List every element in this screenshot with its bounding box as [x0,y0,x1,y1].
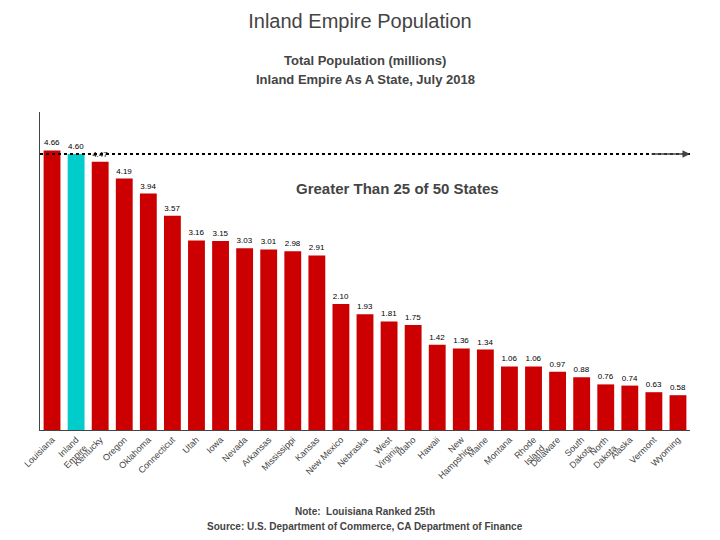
svg-text:1.36: 1.36 [453,336,469,345]
svg-text:Hawaii: Hawaii [416,435,442,461]
svg-text:Note: Louisiana Ranked 25th: Note: Louisiana Ranked 25th [295,506,435,517]
svg-text:Inland Empire Population: Inland Empire Population [248,10,471,32]
svg-text:WestVirginia: WestVirginia [365,434,402,471]
svg-text:0.74: 0.74 [622,374,638,383]
svg-text:Kansas: Kansas [293,434,322,463]
svg-text:3.01: 3.01 [261,237,277,246]
svg-text:Utah: Utah [181,435,202,456]
svg-text:1.42: 1.42 [429,333,445,342]
svg-text:SouthDakota: SouthDakota [559,435,595,471]
svg-text:2.91: 2.91 [309,243,325,252]
svg-text:NewHampshire: NewHampshire [428,434,474,480]
svg-text:0.58: 0.58 [670,383,686,392]
svg-text:3.57: 3.57 [164,204,180,213]
svg-text:3.03: 3.03 [237,236,253,245]
svg-text:4.66: 4.66 [44,138,60,147]
svg-text:1.81: 1.81 [381,309,397,318]
svg-text:3.15: 3.15 [212,229,228,238]
svg-text:Vermont: Vermont [628,434,659,465]
svg-text:Oklahoma: Oklahoma [117,435,153,471]
svg-text:3.94: 3.94 [140,182,156,191]
svg-text:Inland Empire As A State, July: Inland Empire As A State, July 2018 [256,72,475,87]
svg-text:Delaware: Delaware [528,435,562,469]
svg-text:RhodeIsland: RhodeIsland [512,435,546,469]
svg-text:Wyoming: Wyoming [649,435,683,469]
svg-text:NorthDakota: NorthDakota [583,435,619,471]
svg-text:1.34: 1.34 [477,338,493,347]
svg-text:InlandEmpire: InlandEmpire [53,435,89,471]
svg-text:Total Population (millions): Total Population (millions) [284,53,446,68]
svg-text:1.75: 1.75 [405,313,421,322]
svg-text:Source: U.S. Department of Com: Source: U.S. Department of Commerce, CA … [207,521,523,532]
svg-text:0.88: 0.88 [574,365,590,374]
svg-text:Iowa: Iowa [205,435,226,456]
svg-text:Maine: Maine [466,435,490,459]
svg-text:Kentucky: Kentucky [72,434,106,468]
svg-text:4.60: 4.60 [68,142,84,151]
svg-text:0.97: 0.97 [550,360,566,369]
svg-text:3.16: 3.16 [188,228,204,237]
svg-text:1.06: 1.06 [525,354,541,363]
svg-text:1.93: 1.93 [357,302,373,311]
svg-text:Nebraska: Nebraska [335,435,369,469]
svg-text:4.47: 4.47 [92,150,108,159]
svg-text:Alaska: Alaska [608,435,634,461]
svg-text:1.06: 1.06 [501,354,517,363]
svg-text:Montana: Montana [482,435,514,467]
svg-text:Idaho: Idaho [395,435,418,458]
svg-text:Oregon: Oregon [101,435,129,463]
svg-text:New Mexico: New Mexico [304,435,346,477]
svg-text:Nevada: Nevada [220,435,249,464]
svg-text:Mississippi: Mississippi [260,435,298,473]
svg-text:0.63: 0.63 [646,380,662,389]
svg-text:2.10: 2.10 [333,292,349,301]
svg-text:4.19: 4.19 [116,167,132,176]
svg-text:0.76: 0.76 [598,372,614,381]
svg-text:2.98: 2.98 [285,239,301,248]
svg-text:Louisiana: Louisiana [22,435,56,469]
svg-text:Arkansas: Arkansas [240,434,274,468]
svg-text:Connecticut: Connecticut [136,434,177,475]
svg-text:Greater Than 25 of 50 States: Greater Than 25 of 50 States [296,180,499,197]
